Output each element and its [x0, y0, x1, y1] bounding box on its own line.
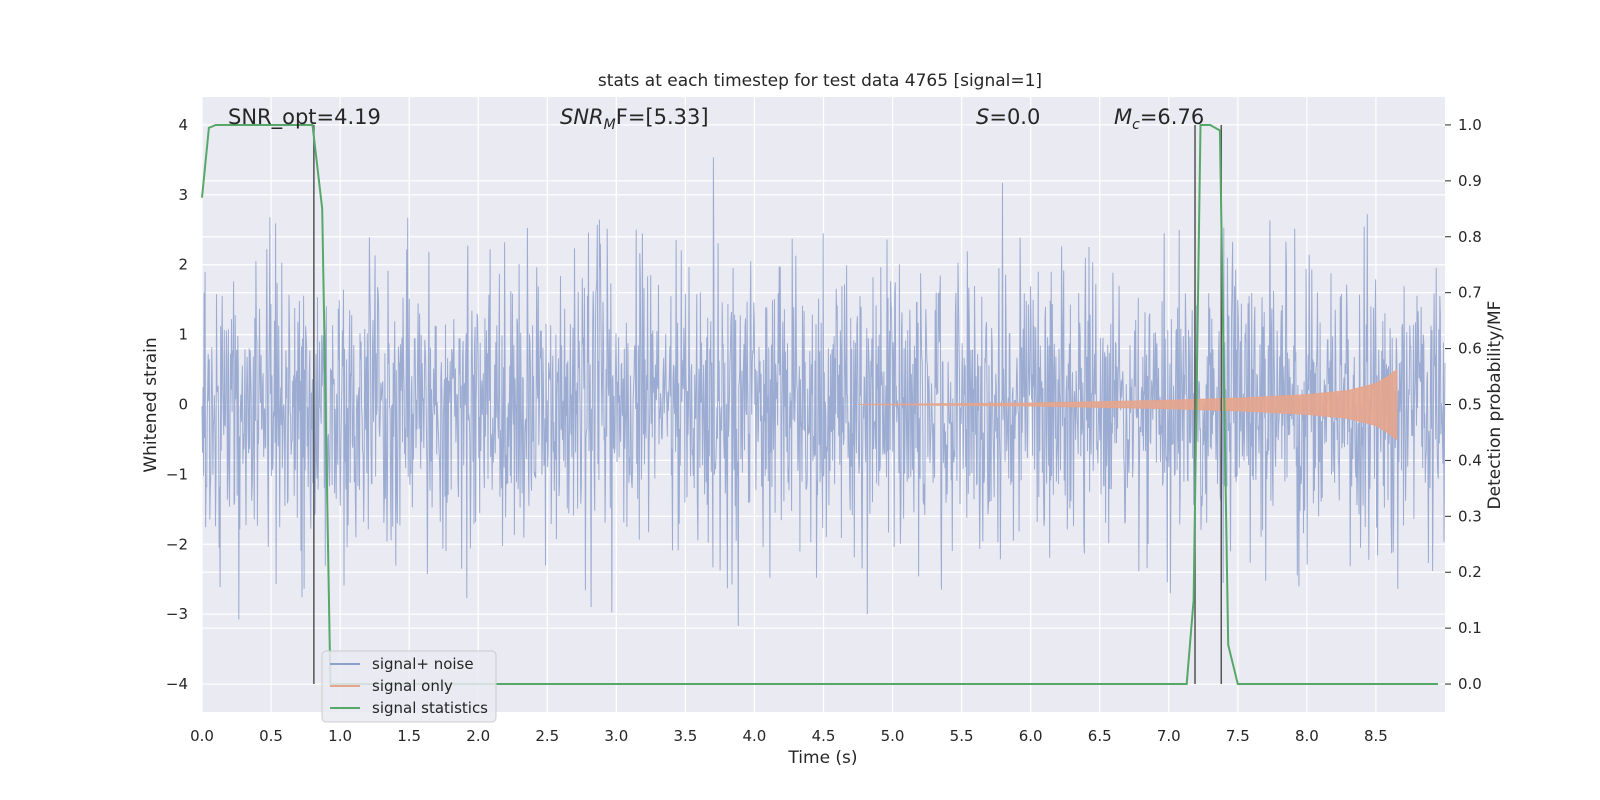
y-tick-label: 0 — [178, 396, 188, 414]
x-tick-label: 6.0 — [1019, 727, 1043, 745]
y2-tick-label: 0.9 — [1458, 172, 1482, 190]
x-tick-label: 0.5 — [259, 727, 283, 745]
x-tick-label: 6.5 — [1088, 727, 1112, 745]
x-tick-label: 7.5 — [1226, 727, 1250, 745]
y2-tick-label: 0.0 — [1458, 675, 1482, 693]
series-signal-noise — [201, 157, 1446, 626]
x-tick-label: 5.5 — [950, 727, 974, 745]
y-tick-label: 2 — [178, 256, 188, 274]
y-tick-label: −3 — [166, 605, 188, 623]
legend-label-signal-only: signal only — [372, 677, 453, 695]
series-signal-only — [858, 368, 1398, 441]
y-tick-label: 1 — [178, 326, 188, 344]
x-tick-label: 4.5 — [812, 727, 836, 745]
x-tick-label: 3.5 — [673, 727, 697, 745]
x-tick-label: 8.5 — [1364, 727, 1388, 745]
x-axis-ticks: 0.0 0.5 1.0 1.5 2.0 2.5 3.0 3.5 4.0 4.5 5.0 5.5 6.0 6… — [190, 727, 1388, 745]
x-tick-label: 1.5 — [397, 727, 421, 745]
x-tick-label: 7.0 — [1157, 727, 1181, 745]
x-tick-label: 4.0 — [743, 727, 767, 745]
y-tick-label: −4 — [166, 675, 188, 693]
y2-axis-ticks: 0.0 0.1 0.2 0.3 0.4 0.5 0.6 0.7 0.8 0.9 1.0 — [1445, 116, 1482, 693]
y2-tick-label: 0.4 — [1458, 451, 1482, 469]
x-axis-label: Time (s) — [787, 748, 857, 768]
x-tick-label: 8.0 — [1295, 727, 1319, 745]
y2-tick-label: 0.1 — [1458, 619, 1482, 637]
signal-noise-line — [201, 157, 1446, 626]
y-tick-label: 3 — [178, 186, 188, 204]
x-tick-label: 5.0 — [881, 727, 905, 745]
y2-tick-label: 0.8 — [1458, 228, 1482, 246]
x-tick-label: 2.0 — [466, 727, 490, 745]
annotation-mc: Mc=6.76 — [1114, 105, 1204, 133]
signal-only-envelope — [858, 368, 1398, 441]
legend-frame — [321, 650, 497, 723]
x-tick-label: 2.5 — [535, 727, 559, 745]
y2-tick-label: 1.0 — [1458, 116, 1482, 134]
y-tick-label: −2 — [166, 535, 188, 553]
y2-tick-label: 0.6 — [1458, 340, 1482, 358]
y-tick-label: −1 — [166, 465, 188, 483]
annotation-snr-opt: SNR_opt=4.19 — [228, 105, 381, 130]
series-signal-statistics — [201, 124, 1439, 685]
y2-tick-label: 0.5 — [1458, 396, 1482, 414]
x-tick-label: 1.0 — [328, 727, 352, 745]
y-axis-ticks: −4 −3 −2 −1 0 1 2 3 4 — [166, 116, 188, 693]
annotation-snr-mf: SNRMF=[5.33] — [560, 105, 709, 133]
x-tick-label: 0.0 — [190, 727, 214, 745]
y2-tick-label: 0.3 — [1458, 507, 1482, 525]
y2-tick-label: 0.7 — [1458, 284, 1482, 302]
x-tick-label: 3.0 — [604, 727, 628, 745]
annotation-s: S=0.0 — [976, 105, 1040, 129]
legend-label-signal-noise: signal+ noise — [372, 655, 474, 673]
y-axis-label: Whitened strain — [141, 337, 161, 472]
y2-tick-label: 0.2 — [1458, 563, 1482, 581]
legend-label-signal-statistics: signal statistics — [372, 699, 488, 717]
signal-statistics-line — [201, 124, 1439, 685]
legend: signal+ noise signal only signal statist… — [321, 650, 497, 723]
y-tick-label: 4 — [178, 116, 188, 134]
chart-title: stats at each timestep for test data 476… — [598, 71, 1042, 91]
y2-axis-label: Detection probability/MF — [1485, 301, 1505, 510]
